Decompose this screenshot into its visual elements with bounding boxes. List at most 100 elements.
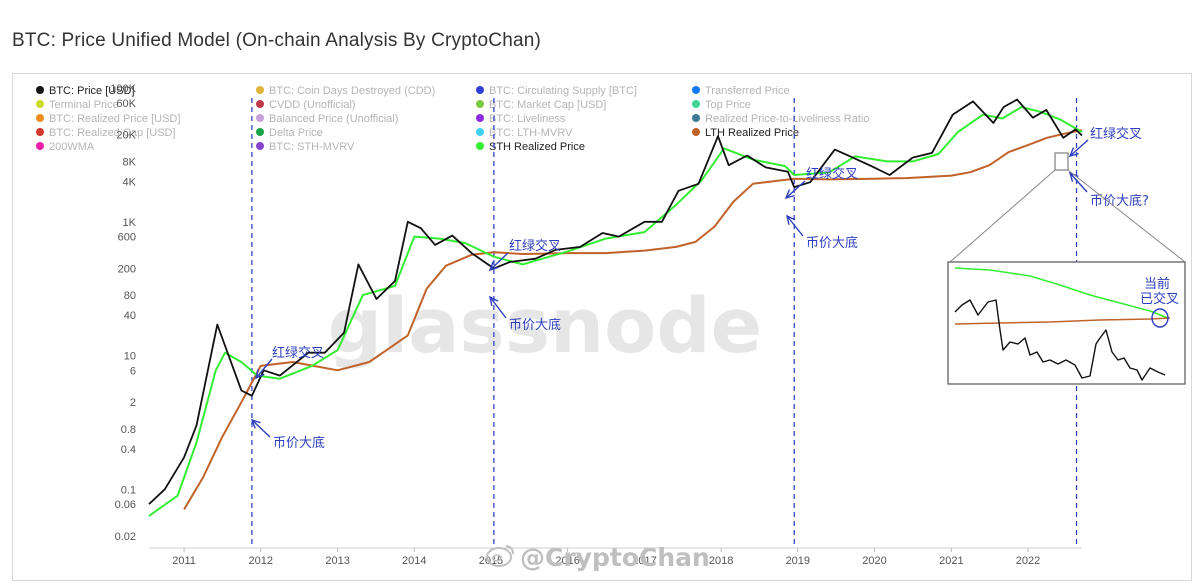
legend-label: Top Price <box>705 99 751 111</box>
inset-sth-line <box>954 267 1169 319</box>
annotation-arrow <box>255 358 273 379</box>
legend-label: BTC: Coin Days Destroyed (CDD) <box>269 85 436 97</box>
legend-swatch <box>476 114 484 122</box>
legend-label: BTC: Realized Price [USD] <box>49 113 181 125</box>
legend-item[interactable]: BTC: Circulating Supply [BTC] <box>476 84 637 98</box>
arrow-head <box>250 418 261 429</box>
zoom-connector <box>1067 169 1186 263</box>
x-tick-label: 2019 <box>786 555 810 567</box>
y-axis: 100K 60K 20K 8K 4K 1K 600 200 80 40 10 6 2 0.8 0.4 0.1 0… <box>110 83 136 543</box>
x-tick-label: 2020 <box>862 555 886 567</box>
legend-swatch <box>36 86 44 94</box>
legend-item[interactable]: BTC: STH-MVRV <box>256 140 354 154</box>
cross-annotation: 红绿交叉 <box>806 166 858 182</box>
legend-item[interactable]: Transferred Price <box>692 84 790 98</box>
legend-swatch <box>692 128 700 136</box>
x-tick-label: 2016 <box>555 555 579 567</box>
legend-swatch <box>476 142 484 150</box>
inset-lth-line <box>954 317 1171 325</box>
legend-swatch <box>692 114 700 122</box>
arrow-head <box>254 369 265 380</box>
legend-label: Delta Price <box>269 127 323 139</box>
legend-item[interactable]: BTC: LTH-MVRV <box>476 126 572 140</box>
zoom-connector <box>949 169 1056 263</box>
credit-watermark: @CryptoChan <box>520 543 710 572</box>
legend-swatch <box>36 142 44 150</box>
x-tick-label: 2013 <box>325 555 349 567</box>
legend-label: Realized Price-to-Liveliness Ratio <box>705 113 870 125</box>
y-tick-label: 0.06 <box>115 499 136 511</box>
y-tick-label: 200 <box>118 263 136 275</box>
inset-price-line <box>954 299 1166 381</box>
legend-item[interactable]: BTC: Realized Cap [USD] <box>36 126 176 140</box>
y-tick-label: 0.02 <box>115 531 136 543</box>
legend-item[interactable]: Realized Price-to-Liveliness Ratio <box>692 112 869 126</box>
y-tick-label: 0.1 <box>121 484 136 496</box>
legend-item[interactable]: 200WMA <box>36 140 94 154</box>
y-tick-label: 6 <box>130 365 136 377</box>
legend-swatch <box>476 128 484 136</box>
legend-item[interactable]: BTC: Market Cap [USD] <box>476 98 606 112</box>
legend-swatch <box>256 128 264 136</box>
legend-label: BTC: Circulating Supply [BTC] <box>489 85 637 97</box>
y-tick-label: 0.8 <box>121 424 136 436</box>
x-tick-label: 2022 <box>1016 555 1040 567</box>
x-tick-label: 2017 <box>632 555 656 567</box>
annotation-arrow <box>489 252 509 271</box>
legend-swatch <box>256 142 264 150</box>
legend-swatch <box>692 100 700 108</box>
legend-item[interactable]: STH Realized Price <box>476 140 585 154</box>
legend-swatch <box>692 86 700 94</box>
legend-label: Terminal Price <box>49 99 119 111</box>
arrow-head <box>488 261 499 272</box>
annotation-arrow <box>1069 139 1089 157</box>
legend-label: CVDD (Unofficial) <box>269 99 356 111</box>
legend-item[interactable]: BTC: Coin Days Destroyed (CDD) <box>256 84 435 98</box>
arrow-head <box>785 214 796 225</box>
cross-annotation: 红绿交叉 <box>272 345 324 361</box>
x-tick-label: 2012 <box>248 555 272 567</box>
y-tick-label: 100K <box>110 83 136 95</box>
x-tick-label: 2018 <box>709 555 733 567</box>
y-tick-label: 600 <box>118 232 136 244</box>
bottom-annotation: 币价大底? <box>1090 193 1149 209</box>
inset-cross-marker <box>1151 308 1169 328</box>
legend-swatch <box>36 128 44 136</box>
legend-item[interactable]: Delta Price <box>256 126 323 140</box>
legend-swatch <box>476 100 484 108</box>
arrow-head <box>489 295 499 306</box>
legend-item[interactable]: BTC: Price [USD] <box>36 84 135 98</box>
arrow-head <box>1068 171 1079 182</box>
arrow-head <box>784 189 795 200</box>
x-tick-label: 2015 <box>479 555 503 567</box>
bottom-annotation: 币价大底 <box>273 435 325 451</box>
legend-swatch <box>36 114 44 122</box>
legend-label: BTC: Price [USD] <box>49 85 135 97</box>
legend-label: BTC: STH-MVRV <box>269 141 355 153</box>
y-tick-label: 1K <box>123 217 137 229</box>
y-tick-label: 60K <box>116 98 136 110</box>
legend-item[interactable]: CVDD (Unofficial) <box>256 98 356 112</box>
x-tick-label: 2021 <box>939 555 963 567</box>
legend-label: BTC: Realized Cap [USD] <box>49 127 176 139</box>
bottom-annotation: 币价大底 <box>806 235 858 251</box>
legend-item[interactable]: Balanced Price (Unofficial) <box>256 112 398 126</box>
legend-label: LTH Realized Price <box>705 127 799 139</box>
legend-item[interactable]: BTC: Realized Price [USD] <box>36 112 180 126</box>
legend-item[interactable]: BTC: Liveliness <box>476 112 565 126</box>
legend-label: BTC: LTH-MVRV <box>489 127 573 139</box>
legend-label: 200WMA <box>49 141 95 153</box>
legend-item[interactable]: Top Price <box>692 98 751 112</box>
cross-annotation: 红绿交叉 <box>509 238 561 254</box>
legend-swatch <box>256 86 264 94</box>
legend-swatch <box>256 114 264 122</box>
cross-annotation: 红绿交叉 <box>1090 126 1142 142</box>
legend-item[interactable]: Terminal Price <box>36 98 119 112</box>
watermark: glassnode <box>328 281 762 370</box>
y-tick-label: 80 <box>124 290 136 302</box>
annotation-arrow <box>785 180 806 199</box>
y-tick-label: 2 <box>130 397 136 409</box>
legend: BTC: Price [USD] BTC: Coin Days Destroyed… <box>36 84 916 160</box>
legend-item[interactable]: LTH Realized Price <box>692 126 799 140</box>
